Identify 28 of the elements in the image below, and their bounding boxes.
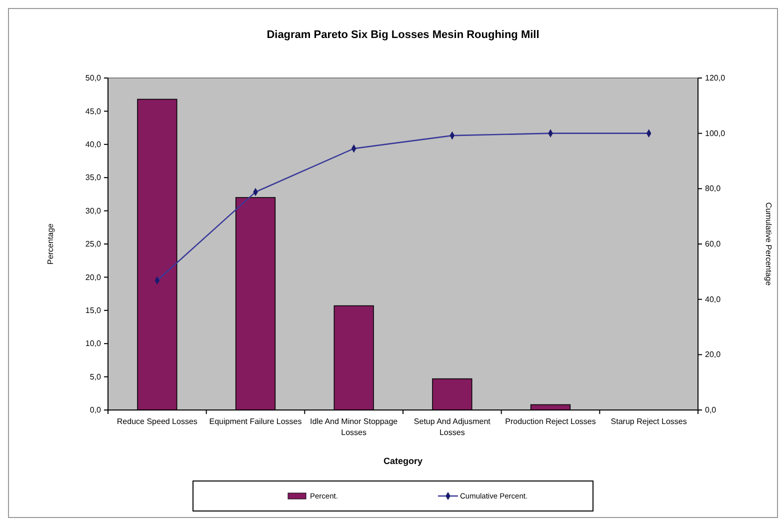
y-tick-label: 10,0 <box>85 339 102 348</box>
y2-tick-label: 40,0 <box>705 294 722 304</box>
y-tick-label: 40,0 <box>85 140 102 149</box>
y2-tick-label: 0,0 <box>705 406 717 415</box>
x-tick-label: Reduce Speed Losses <box>116 417 198 426</box>
y-tick-label: 20,0 <box>85 272 102 282</box>
y-tick-label: 45,0 <box>85 106 102 116</box>
y2-tick-label: 20,0 <box>705 350 722 360</box>
y2-tick-label: 120,0 <box>705 74 726 83</box>
x-tick-label: Equipment Failure Losses <box>209 417 302 426</box>
y-axis-title: Percentage <box>46 222 55 264</box>
chart-title: Diagram Pareto Six Big Losses Mesin Roughing Mill <box>266 29 540 41</box>
y-tick-label: 30,0 <box>85 206 102 216</box>
y-tick-label: 5,0 <box>90 372 102 382</box>
x-tick-label: Starup Reject Losses <box>610 417 687 426</box>
y-tick-label: 25,0 <box>85 240 102 249</box>
x-tick-label: Setup And Adjusment Losses <box>414 417 492 437</box>
y2-axis-title: Cumulative Percentage <box>764 202 773 286</box>
y-tick-label: 0,0 <box>90 406 102 415</box>
y-tick-label: 35,0 <box>85 173 102 182</box>
y-tick-label: 50,0 <box>85 74 102 83</box>
y2-tick-label: 80,0 <box>705 184 722 194</box>
x-tick-label: Production Reject Losses <box>505 417 596 426</box>
y2-tick-label: 60,0 <box>705 240 722 249</box>
y2-tick-label: 100,0 <box>705 128 726 138</box>
x-tick-label: Idle And Minor Stoppage Losses <box>310 417 398 437</box>
x-axis-title: Category <box>383 456 423 466</box>
y-tick-label: 15,0 <box>85 306 102 315</box>
